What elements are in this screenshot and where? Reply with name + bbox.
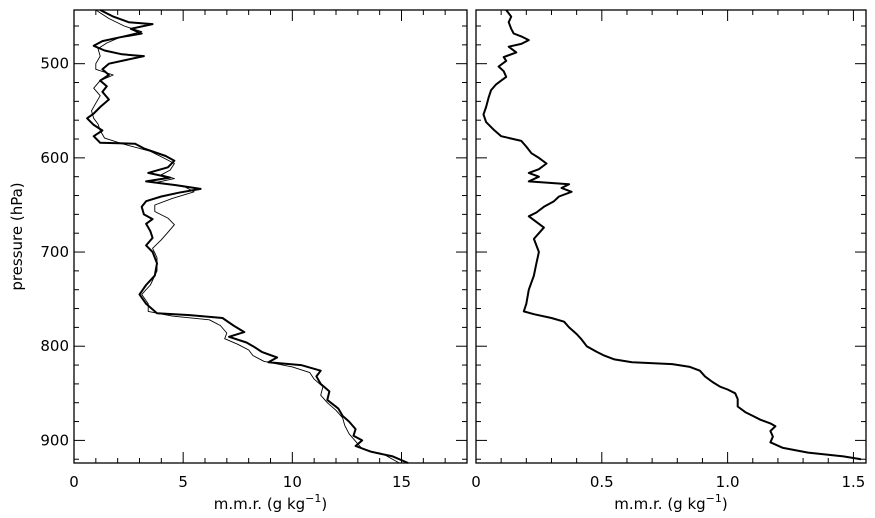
- x-tick-label: 0: [471, 473, 481, 491]
- x-tick-label: 0: [69, 473, 79, 491]
- x-tick-label: 15: [392, 473, 411, 491]
- left-panel: 0 5 10 15 500 600 700 800 900 m.m.r. (g kg−1) pres…: [8, 9, 468, 513]
- x-axis-title: m.m.r. (g kg−1): [614, 492, 728, 513]
- series-line-thick: [482, 9, 862, 461]
- x-tick-label: 10: [283, 473, 302, 491]
- y-axis-title: pressure (hPa): [8, 182, 26, 290]
- x-axis-title-close: ): [722, 495, 728, 513]
- right-panel: 0 0.5 1.0 1.5 m.m.r. (g kg−1): [471, 9, 867, 513]
- y-tick-label: 900: [40, 431, 69, 449]
- x-tick-label: 5: [178, 473, 188, 491]
- y-tick-label: 600: [40, 149, 69, 167]
- x-tick-label: 0.5: [590, 473, 614, 491]
- y-tick-label: 500: [40, 55, 69, 73]
- y-tick-label: 700: [40, 243, 69, 261]
- plot-frame: [73, 9, 468, 464]
- x-axis-title-exponent: −1: [305, 492, 321, 505]
- x-tick-label: 1.0: [716, 473, 740, 491]
- x-axis-title-main: m.m.r. (g kg: [214, 495, 305, 513]
- x-axis-title-main: m.m.r. (g kg: [614, 495, 705, 513]
- y-tick-label: 800: [40, 337, 69, 355]
- x-axis-title-close: ): [321, 495, 327, 513]
- series-line-thin: [91, 9, 400, 464]
- plot-frame: [475, 9, 867, 464]
- x-tick-label: 1.5: [841, 473, 865, 491]
- x-axis-title: m.m.r. (g kg−1): [214, 492, 328, 513]
- x-axis-title-exponent: −1: [706, 492, 722, 505]
- series-line-thick: [86, 9, 409, 464]
